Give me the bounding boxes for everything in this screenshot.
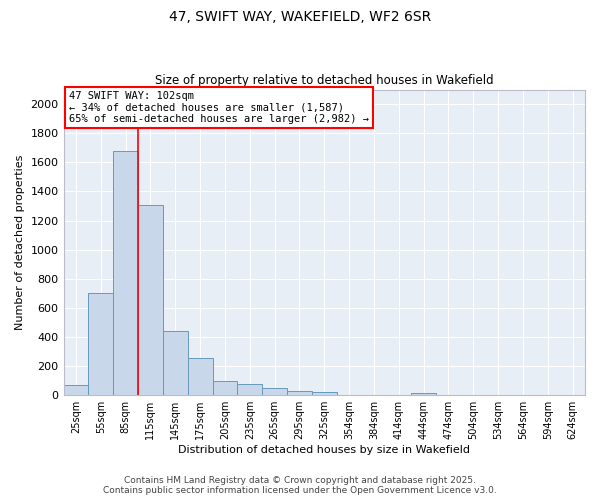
Title: Size of property relative to detached houses in Wakefield: Size of property relative to detached ho… [155, 74, 494, 87]
Bar [262, 388, 287, 395]
Text: 47, SWIFT WAY, WAKEFIELD, WF2 6SR: 47, SWIFT WAY, WAKEFIELD, WF2 6SR [169, 10, 431, 24]
Bar [113, 150, 138, 395]
Bar [163, 331, 188, 395]
Text: 47 SWIFT WAY: 102sqm
← 34% of detached houses are smaller (1,587)
65% of semi-de: 47 SWIFT WAY: 102sqm ← 34% of detached h… [69, 91, 369, 124]
Bar [212, 382, 238, 395]
Y-axis label: Number of detached properties: Number of detached properties [15, 154, 25, 330]
Bar [411, 393, 436, 395]
X-axis label: Distribution of detached houses by size in Wakefield: Distribution of detached houses by size … [178, 445, 470, 455]
Bar [312, 392, 337, 395]
Bar [138, 204, 163, 395]
Bar [64, 385, 88, 395]
Text: Contains HM Land Registry data © Crown copyright and database right 2025.
Contai: Contains HM Land Registry data © Crown c… [103, 476, 497, 495]
Bar [188, 358, 212, 395]
Bar [238, 384, 262, 395]
Bar [88, 294, 113, 395]
Bar [287, 391, 312, 395]
